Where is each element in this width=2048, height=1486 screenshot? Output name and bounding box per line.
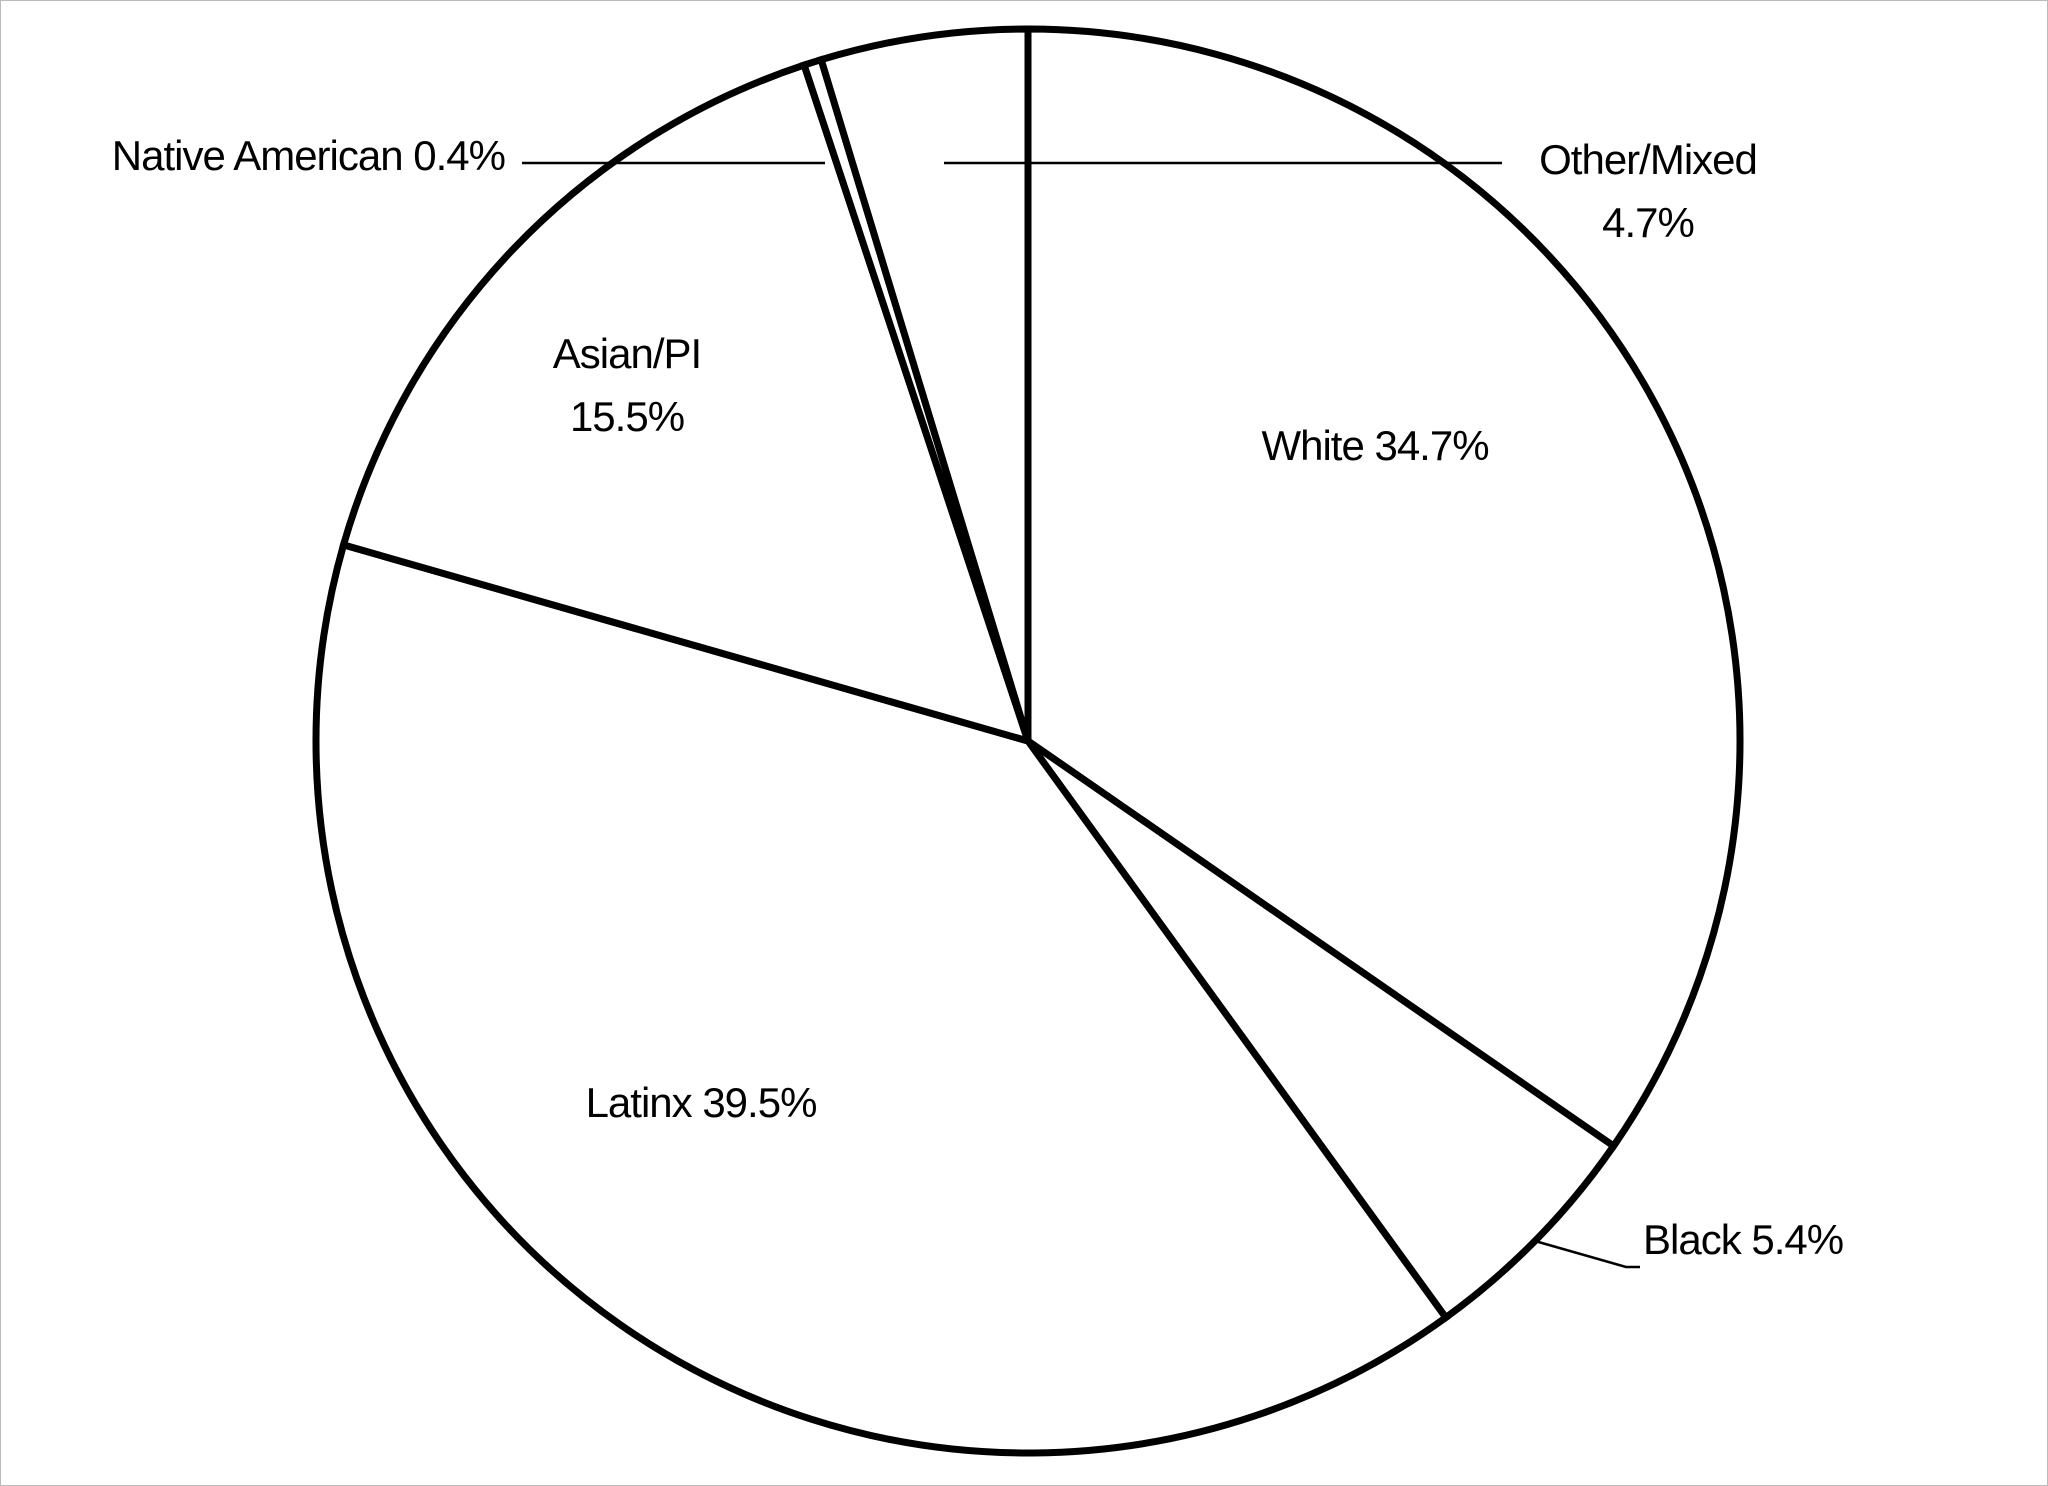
slice-value: 4.7%	[1602, 199, 1694, 246]
slice-value: 39.5%	[702, 1079, 816, 1126]
pie-slice	[1025, 738, 1619, 1323]
slice-label: White 34.7%	[1261, 422, 1488, 469]
slice-label: Latinx 39.5%	[586, 1079, 817, 1126]
pie-slice	[1024, 25, 1744, 1151]
leader-line	[1534, 1239, 1640, 1269]
slice-name: Latinx	[586, 1079, 693, 1126]
pie-slice	[312, 540, 1451, 1457]
slice-name: Asian/PI	[553, 330, 701, 377]
slice-label: Black 5.4%	[1643, 1216, 1843, 1263]
slice-name: Other/Mixed	[1539, 136, 1757, 183]
slice-name: Black	[1643, 1216, 1743, 1263]
slice-name: Native American	[112, 132, 403, 179]
slice-value: 15.5%	[570, 393, 684, 440]
slice-name: White	[1261, 422, 1363, 469]
slice-label: Native American 0.4%	[112, 132, 505, 179]
pie-slice	[816, 25, 1032, 743]
slice-value: 34.7%	[1374, 422, 1488, 469]
slice-label: Asian/PI 15.5%	[553, 330, 701, 440]
slice-label: Other/Mixed 4.7%	[1539, 136, 1757, 246]
slice-value: 5.4%	[1751, 1216, 1843, 1263]
slice-value: 0.4%	[413, 132, 505, 179]
